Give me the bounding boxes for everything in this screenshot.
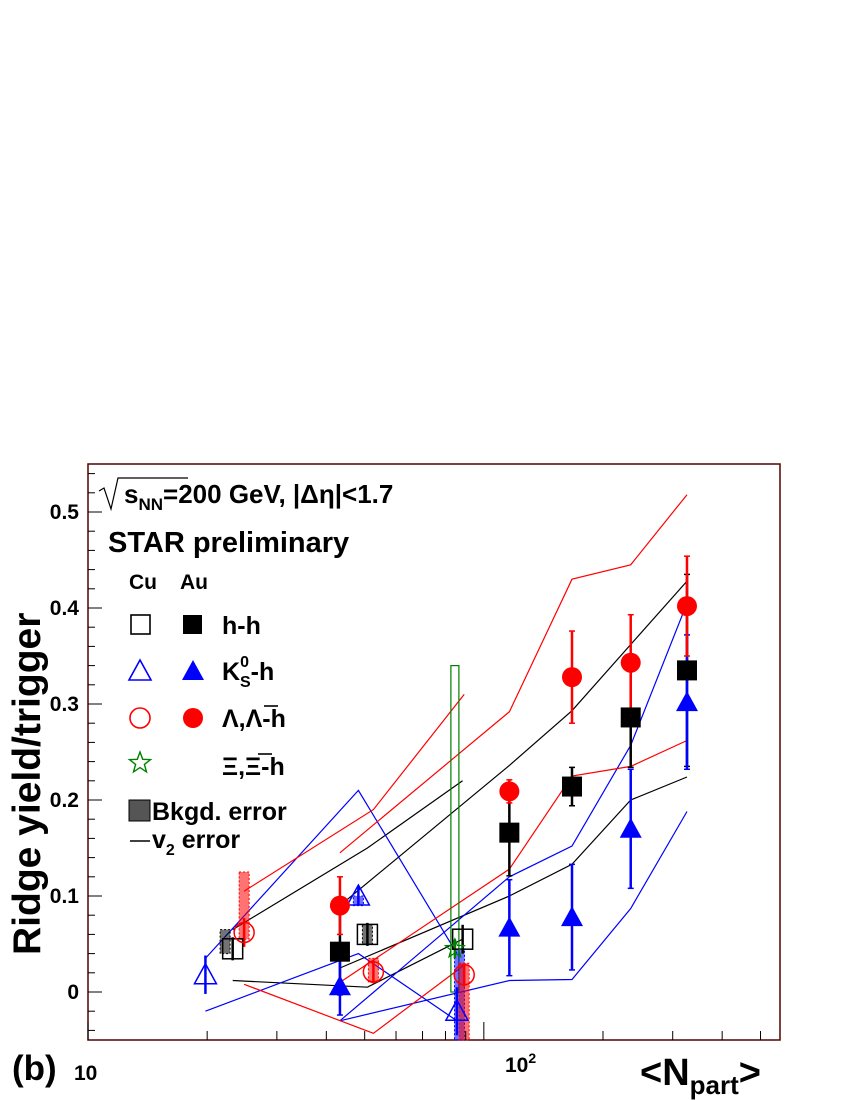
x-title-base: <N <box>640 1052 690 1094</box>
legend-hh-label: h-h <box>222 612 261 640</box>
y-tick-label-3: 0.3 <box>50 693 79 716</box>
v2-tail: error <box>175 826 241 854</box>
data-point-5-1 <box>499 781 520 802</box>
panel-label: (b) <box>12 1049 57 1088</box>
legend-bkgd-swatch <box>128 799 151 822</box>
legend-lambda-au-marker <box>183 708 203 728</box>
legend-k0s-cu-marker <box>127 658 153 681</box>
v2-band-line-9 <box>243 964 465 1034</box>
k0s-sup: 0 <box>240 654 249 671</box>
legend-lambda-cu-marker <box>129 707 151 729</box>
x-tick-100-base: 10 <box>505 1054 528 1077</box>
v2-band-line-6 <box>339 602 688 1022</box>
axes: 0 0.1 0.2 0.3 0.4 0.5 <box>50 473 762 1040</box>
energy-value: =200 GeV, <box>163 479 293 509</box>
legend-v2-label: v2 error <box>152 826 240 859</box>
eta-cut: |Δη|<1.7 <box>293 479 393 509</box>
x-axis-title: <Npart> <box>640 1052 761 1100</box>
data-point-2-2 <box>444 998 470 1021</box>
data-point-0-1 <box>356 923 379 946</box>
energy-sub: NN <box>138 495 163 514</box>
data-point-5-0 <box>329 895 350 916</box>
y-tick-label-1: 0.1 <box>50 885 80 908</box>
k0s-base: K <box>222 658 240 686</box>
plot-frame <box>87 463 781 1041</box>
y-tick-label-5: 0.5 <box>50 501 80 524</box>
data-point-5-4 <box>676 596 697 617</box>
v2-band-line-8 <box>243 694 465 892</box>
legend-col-cu: Cu <box>129 571 157 594</box>
y-axis-title: Ridge yield/trigger <box>6 613 49 955</box>
x-tick-label-100: 102 <box>505 1050 536 1077</box>
bkgd-error-band-0 <box>219 929 231 955</box>
y-tick-label-0: 0 <box>67 981 79 1004</box>
data-point-1-1 <box>499 822 520 843</box>
bkgd-error-band-3 <box>238 871 250 940</box>
x-title-close: > <box>739 1052 761 1094</box>
data-point-2-0 <box>193 962 218 985</box>
energy-label: sNN=200 GeV, |Δη|<1.7 <box>124 479 393 514</box>
data-point-3-2 <box>560 906 583 927</box>
x-tick-100-exp: 2 <box>528 1050 536 1066</box>
k0s-sub: S <box>240 674 251 691</box>
y-tick-label-4: 0.4 <box>50 597 80 620</box>
legend-bkgd-label: Bkgd. error <box>152 798 287 826</box>
v2-band-line-7 <box>339 811 688 1022</box>
data-point-1-0 <box>329 941 350 962</box>
energy-base: s <box>124 479 138 509</box>
v2-band-line-0 <box>232 780 463 931</box>
v2-band-line-10 <box>339 494 688 854</box>
v2-band-line-1 <box>232 938 463 988</box>
v2-base: v <box>152 826 166 854</box>
v2-error-bands <box>204 494 688 1034</box>
legend-k0s-au-marker <box>182 660 204 680</box>
k0s-tail: -h <box>251 658 275 686</box>
data-point-1-3 <box>620 707 641 728</box>
x-tick-label-10: 10 <box>74 1062 97 1085</box>
legend-col-au: Au <box>180 571 208 594</box>
data-point-5-2 <box>561 667 582 688</box>
data-point-1-4 <box>676 660 697 681</box>
legend-hh-cu-marker <box>130 614 151 635</box>
v2-band-line-4 <box>204 789 458 959</box>
legend-xi-label: Ξ,Ξ-h <box>222 753 285 781</box>
data-point-3-0 <box>328 975 351 996</box>
preliminary-label: STAR preliminary <box>108 527 349 559</box>
data-point-4-1 <box>362 961 385 983</box>
legend-lambda-label: Λ,Λ-h <box>222 705 286 733</box>
data-point-3-4 <box>675 691 698 712</box>
data-point-4-0 <box>233 921 255 944</box>
y-tick-label-2: 0.2 <box>50 789 79 812</box>
sqrt-sign <box>98 477 188 512</box>
data-point-0-2 <box>451 928 474 950</box>
data-point-3-1 <box>498 916 521 937</box>
data-point-5-3 <box>620 652 641 673</box>
legend-xi-cu-marker <box>127 749 153 774</box>
legend-k0s-label: K0 S-h <box>222 654 274 691</box>
data-point-3-3 <box>619 817 642 838</box>
legend: Cu Au h-h K0 S-h Λ,Λ-h Ξ,Ξ-h Bkgd. error … <box>127 571 287 859</box>
legend-hh-au-marker <box>183 615 202 634</box>
data-point-0-0 <box>221 938 244 960</box>
data-point-2-1 <box>346 883 371 906</box>
data-point-1-2 <box>561 776 582 797</box>
x-title-sub: part <box>690 1070 739 1100</box>
data-point-4-2 <box>453 963 475 986</box>
data-point-6-0 <box>443 937 467 959</box>
v2-band-line-5 <box>205 952 458 1022</box>
data-markers <box>193 596 698 1021</box>
v2-sub: 2 <box>166 842 175 859</box>
